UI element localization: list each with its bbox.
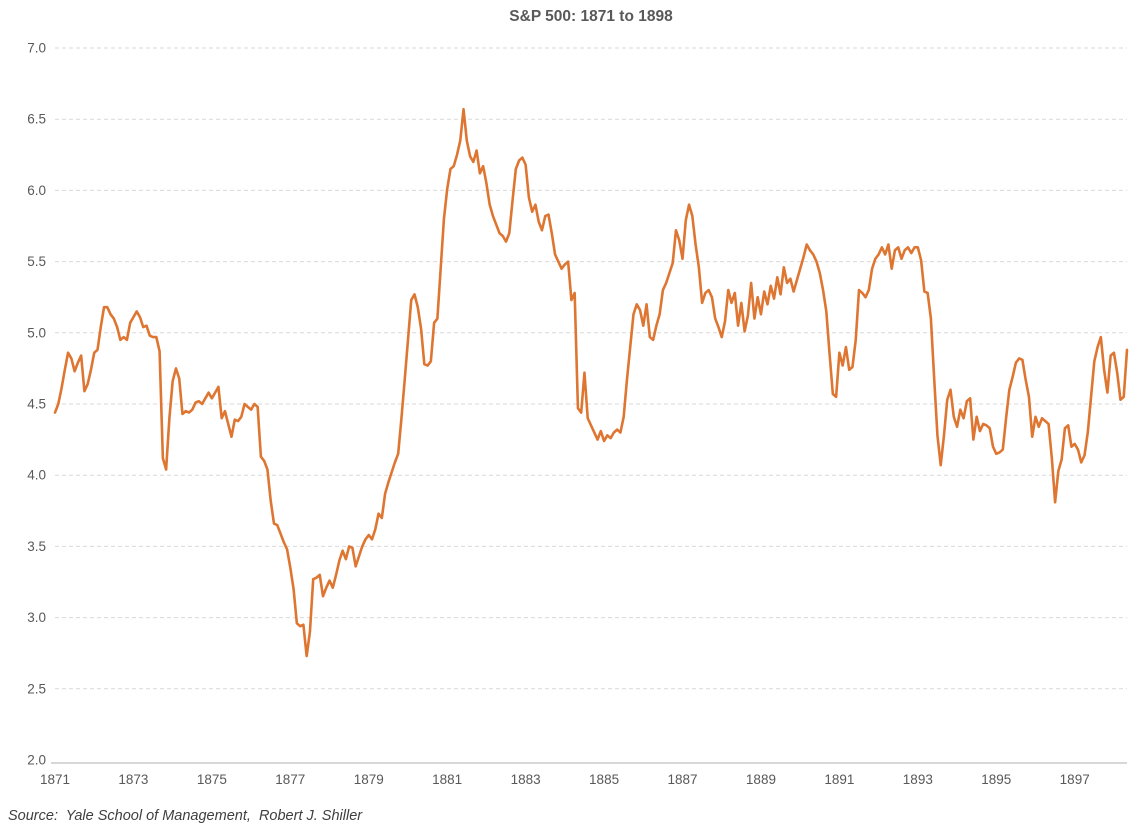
y-axis-label: 5.0 — [27, 325, 46, 340]
x-axis-label: 1895 — [981, 772, 1011, 787]
y-axis-label: 3.5 — [27, 539, 46, 554]
x-axis-label: 1871 — [40, 772, 70, 787]
chart-title: S&P 500: 1871 to 1898 — [509, 8, 673, 25]
x-axis-label: 1881 — [432, 772, 462, 787]
y-axis-label: 2.5 — [27, 681, 46, 696]
source-note: Source: Yale School of Management, Rober… — [8, 808, 363, 824]
x-axis-label: 1891 — [824, 772, 854, 787]
x-axis-label: 1885 — [589, 772, 619, 787]
sp500-price-line — [53, 107, 1129, 658]
y-axis-label: 3.0 — [27, 610, 46, 625]
x-axis-label: 1887 — [667, 772, 697, 787]
x-axis-label: 1873 — [118, 772, 148, 787]
x-axis-label: 1889 — [746, 772, 776, 787]
y-axis-label: 4.0 — [27, 468, 46, 483]
y-axis-label: 5.5 — [27, 254, 46, 269]
y-axis-label: 4.5 — [27, 397, 46, 412]
x-axis-label: 1879 — [354, 772, 384, 787]
x-axis-label: 1877 — [275, 772, 305, 787]
x-axis-label: 1897 — [1060, 772, 1090, 787]
x-axis-label: 1875 — [197, 772, 227, 787]
y-axis-label: 2.0 — [27, 753, 46, 768]
x-axis-label: 1883 — [511, 772, 541, 787]
x-axis-label: 1893 — [903, 772, 933, 787]
y-axis-label: 7.0 — [27, 41, 46, 56]
y-axis-label: 6.0 — [27, 183, 46, 198]
y-axis-label: 6.5 — [27, 112, 46, 127]
line-chart-canvas: 2.0 2.5 3.0 3.5 4.0 4.5 5.0 5.5 6.0 6.5 7.0 1871 187… — [27, 41, 1129, 787]
